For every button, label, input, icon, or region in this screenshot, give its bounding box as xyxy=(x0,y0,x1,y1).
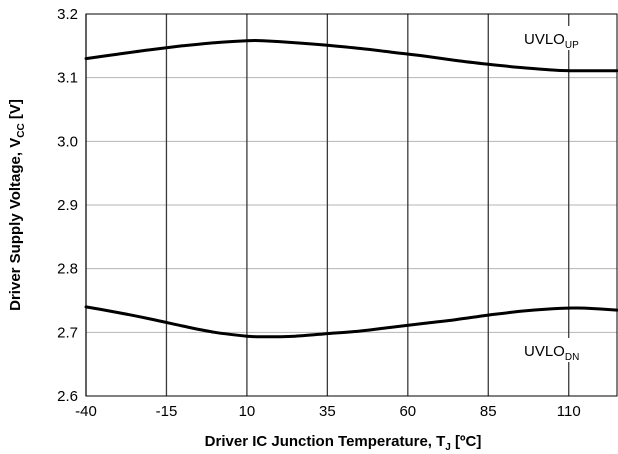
series-layer xyxy=(84,38,618,339)
x-axis-title-suffix: [ºC] xyxy=(451,433,481,450)
y-tick-label: 3.1 xyxy=(57,70,78,87)
series-label-dn-sub: DN xyxy=(565,352,579,363)
series-label-up-name: UVLO xyxy=(524,31,565,48)
x-tick-label: 85 xyxy=(480,403,497,420)
x-axis-title-main: Driver IC Junction Temperature, T xyxy=(205,433,446,450)
series-label-up: UVLOUP xyxy=(524,31,579,51)
y-tick-label: 2.9 xyxy=(57,197,78,214)
x-tick-label: 110 xyxy=(557,403,581,420)
y-axis-title-main: Driver Supply Voltage, V xyxy=(7,138,24,311)
series-line-uvlo-dn xyxy=(84,305,618,339)
y-axis-title: Driver Supply Voltage, VCC [V] xyxy=(7,99,27,311)
y-tick-label: 3.2 xyxy=(57,6,78,23)
x-axis-title-sub: J xyxy=(445,442,451,453)
y-tick-label: 2.7 xyxy=(57,324,78,341)
series-label-dn-name: UVLO xyxy=(524,343,565,360)
y-tick-label: 2.8 xyxy=(57,261,78,278)
x-tick-label: 60 xyxy=(399,403,416,420)
series-label-dn-bg xyxy=(518,338,600,362)
series-label-up-bg xyxy=(518,26,600,50)
tick-labels: 2.6 2.7 2.8 2.9 3.0 3.1 3.2 -40 -15 10 35 60 85 110 xyxy=(57,6,581,420)
x-tick-label: -40 xyxy=(75,403,97,420)
x-tick-label: 35 xyxy=(319,403,336,420)
y-axis-title-suffix: [V] xyxy=(7,99,24,123)
y-tick-label: 2.6 xyxy=(57,388,78,405)
plot-frame xyxy=(85,13,618,397)
x-tick-label: -15 xyxy=(156,403,178,420)
x-tick-label: 10 xyxy=(239,403,256,420)
y-axis-title-sub: CC xyxy=(16,123,27,137)
series-label-up-sub: UP xyxy=(565,40,579,51)
grid xyxy=(85,13,617,397)
series-line-uvlo-up xyxy=(84,38,618,73)
y-tick-label: 3.0 xyxy=(57,133,78,150)
x-axis-title: Driver IC Junction Temperature, TJ [ºC] xyxy=(205,433,482,453)
series-label-dn: UVLODN xyxy=(524,343,579,363)
